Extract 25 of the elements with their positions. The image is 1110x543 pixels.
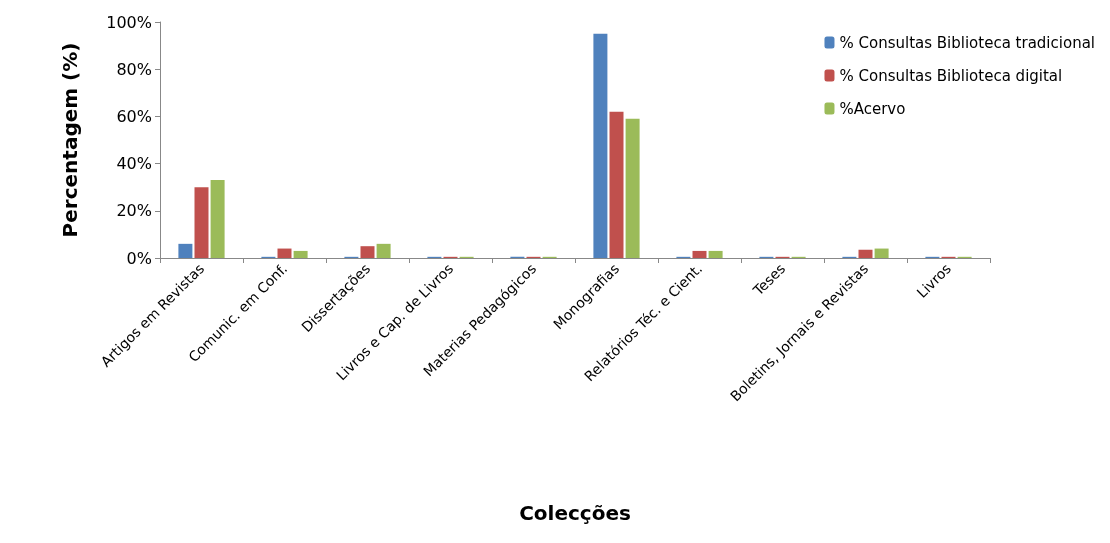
bar <box>874 248 889 258</box>
bar <box>625 118 640 258</box>
bar <box>178 243 193 258</box>
bar <box>708 250 723 258</box>
bar <box>858 249 873 258</box>
bar <box>376 243 391 258</box>
y-tick-label: 100% <box>106 12 152 32</box>
bar <box>194 187 209 258</box>
y-tick-label: 60% <box>116 106 152 126</box>
y-tick-label: 80% <box>116 59 152 79</box>
y-tick-label: 0% <box>126 248 152 268</box>
legend-label: % Consultas Biblioteca tradicional <box>839 33 1096 52</box>
bar <box>293 250 308 258</box>
bar <box>360 246 375 258</box>
y-tick-label: 20% <box>116 201 152 221</box>
bar <box>593 33 608 258</box>
bar <box>277 248 292 258</box>
bar <box>609 111 624 258</box>
legend-label: % Consultas Biblioteca digital <box>839 66 1063 85</box>
bar <box>692 250 707 258</box>
bar <box>210 180 225 258</box>
y-tick-label: 40% <box>116 154 152 174</box>
y-axis-title: Percentagem (%) <box>58 42 82 238</box>
x-axis-title: Colecções <box>519 501 631 525</box>
legend-label: %Acervo <box>839 99 906 118</box>
